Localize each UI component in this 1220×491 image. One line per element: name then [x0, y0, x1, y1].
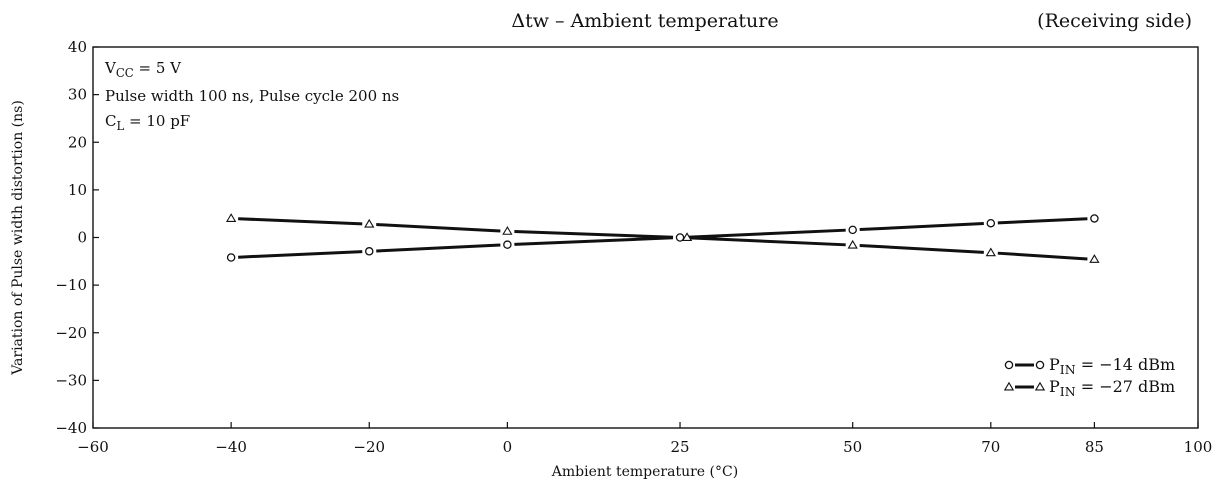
- condition-note: Pulse width 100 ns, Pulse cycle 200 ns: [105, 87, 399, 105]
- circle-marker: [675, 233, 685, 242]
- series-line-segment: [514, 236, 674, 246]
- x-tick-label: 70: [981, 438, 1000, 456]
- circle-marker: [848, 225, 857, 235]
- condition-note: VCC = 5 V: [104, 59, 182, 80]
- chart-subtitle: (Receiving side): [1037, 10, 1192, 32]
- triangle-marker: [364, 218, 375, 228]
- legend-entry: PIN = −14 dBm: [1049, 355, 1175, 377]
- y-tick-label: −10: [55, 276, 87, 294]
- text-layer: −60 −40 −20 0 25 50 70 85 100−40−30−20−100102030…: [10, 10, 1212, 480]
- series-line-segment: [997, 251, 1088, 261]
- circle-marker: [1090, 214, 1099, 223]
- triangle-marker: [1089, 254, 1100, 263]
- series-line-segment: [238, 250, 363, 259]
- legend-entry: PIN = −27 dBm: [1049, 377, 1175, 399]
- triangle-marker: [847, 239, 858, 249]
- series-line-segment: [376, 243, 501, 253]
- triangle-marker: [681, 232, 693, 241]
- x-tick-label: −20: [353, 438, 385, 456]
- y-tick-label: 20: [68, 133, 87, 151]
- legend-circle-marker: [1004, 360, 1014, 370]
- triangle-marker: [985, 247, 996, 257]
- y-tick-label: 40: [68, 38, 87, 56]
- circle-marker: [986, 218, 996, 228]
- y-axis-label: Variation of Pulse width distortion (ns): [10, 100, 26, 376]
- series-line-segment: [238, 217, 363, 226]
- x-tick-label: 50: [843, 438, 862, 456]
- triangle-marker: [502, 226, 513, 235]
- y-tick-label: −30: [55, 371, 87, 389]
- condition-note: CL = 10 pF: [105, 112, 190, 133]
- x-tick-label: 85: [1085, 438, 1104, 456]
- series-line-segment: [376, 223, 501, 233]
- y-tick-label: 10: [68, 181, 87, 199]
- series-line-segment: [997, 217, 1088, 225]
- x-tick-label: 25: [670, 438, 689, 456]
- series-line-segment: [859, 222, 984, 232]
- x-axis-label: Ambient temperature (°C): [551, 464, 738, 480]
- series-2: [225, 213, 1100, 263]
- circle-marker: [503, 240, 512, 249]
- series-line-segment: [686, 236, 846, 247]
- y-tick-label: 30: [68, 86, 87, 104]
- x-tick-label: 0: [503, 438, 513, 456]
- chart-title: Δtw – Ambient temperature: [511, 10, 778, 32]
- legend-circle-marker: [1035, 360, 1045, 370]
- y-tick-label: 0: [77, 229, 87, 247]
- triangle-marker: [225, 213, 237, 222]
- series-line-segment: [686, 228, 846, 239]
- series-line-segment: [514, 230, 674, 239]
- x-tick-label: 100: [1184, 438, 1213, 456]
- y-tick-label: −40: [55, 419, 87, 437]
- series-line-segment: [859, 244, 984, 254]
- x-tick-label: −60: [77, 438, 109, 456]
- circle-marker: [226, 253, 236, 262]
- legend-triangle-marker: [1034, 381, 1046, 391]
- legend-triangle-marker: [1003, 381, 1015, 391]
- y-tick-label: −20: [55, 324, 87, 342]
- x-tick-label: −40: [215, 438, 247, 456]
- axes: [92, 46, 1199, 429]
- circle-marker: [364, 247, 374, 256]
- series-1: [226, 214, 1099, 262]
